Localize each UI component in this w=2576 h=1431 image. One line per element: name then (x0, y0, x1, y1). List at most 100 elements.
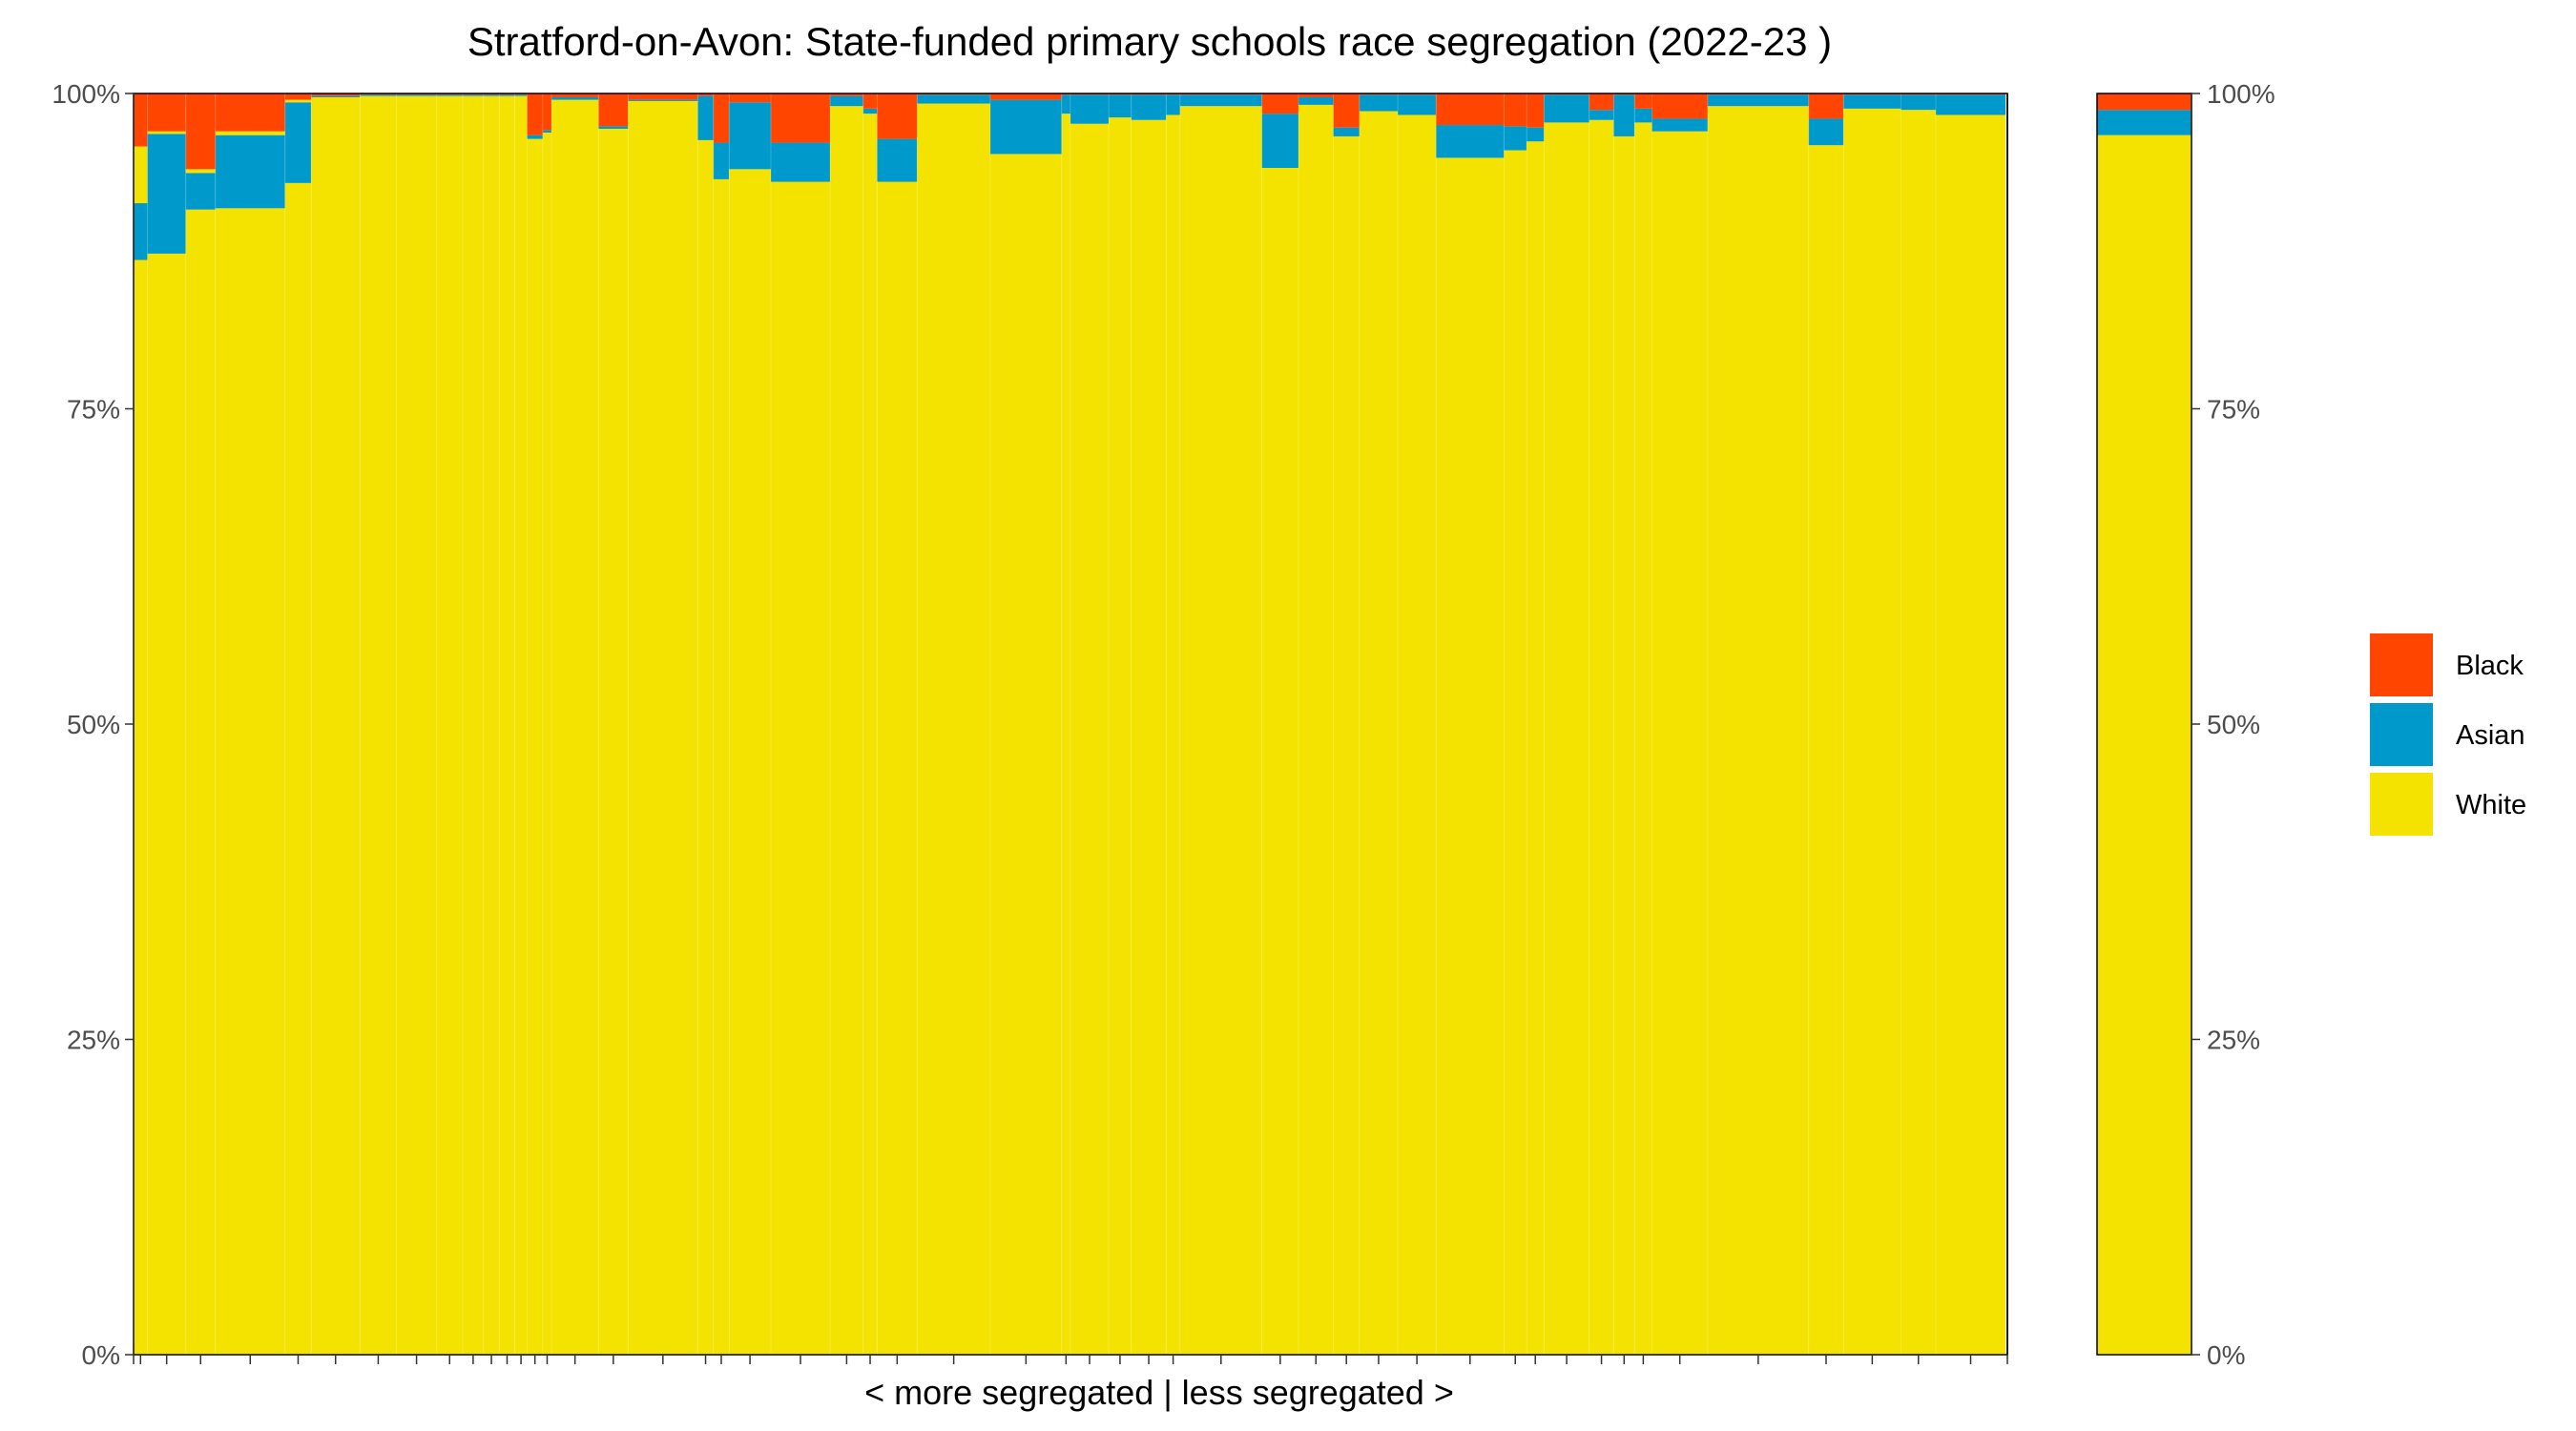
legend: Black Asian White (2370, 633, 2526, 836)
school-bar (542, 93, 552, 1356)
school-bar-black-segment (1333, 93, 1360, 128)
school-bar-black-segment (1298, 93, 1334, 97)
legend-item-asian: Asian (2370, 703, 2525, 766)
school-bar-asian-segment (436, 94, 463, 96)
school-bar-black-segment (628, 93, 698, 100)
school-bar-other-segment (134, 146, 148, 204)
school-bar-black-segment (598, 93, 629, 127)
school-bar-white-segment (1070, 123, 1110, 1356)
school-bar-asian-segment (1166, 94, 1180, 115)
school-bar-asian-segment (1504, 126, 1527, 151)
school-bar (989, 93, 1062, 1356)
school-bar-white-segment (499, 95, 515, 1355)
school-bar-black-segment (1634, 93, 1652, 109)
school-bar (1131, 93, 1167, 1355)
school-bar-white-segment (134, 259, 148, 1355)
school-bar-asian-segment (1131, 94, 1167, 120)
school-bar-asian-segment (877, 138, 918, 182)
school-bar (1707, 93, 1809, 1356)
school-bar-asian-segment (830, 95, 863, 107)
y-tick-label-right: 75% (2207, 395, 2260, 425)
school-bar (713, 93, 730, 1355)
school-bar-asian-segment (1398, 94, 1437, 115)
school-bar (728, 93, 771, 1355)
school-bar-white-segment (989, 154, 1062, 1356)
school-bar-white-segment (1398, 114, 1437, 1356)
school-bar (829, 93, 863, 1356)
school-bar-white-segment (147, 253, 186, 1355)
school-bar-asian-segment (551, 96, 599, 100)
y-tick-label-left: 0% (82, 1340, 120, 1370)
school-bar (1808, 93, 1844, 1356)
school-bar-black-segment (1504, 93, 1527, 127)
legend-label: Black (2456, 651, 2524, 681)
school-bar (396, 93, 437, 1355)
school-bar (133, 93, 148, 1355)
school-bar-black-segment (542, 93, 552, 131)
y-tick-label-left: 50% (67, 710, 120, 739)
school-bar-asian-segment (1936, 94, 2005, 115)
school-bar-white-segment (1634, 122, 1652, 1355)
school-bar-white-segment (396, 95, 437, 1355)
school-bar (514, 93, 528, 1355)
school-bar (551, 93, 599, 1356)
school-bar (1503, 93, 1527, 1356)
y-tick-label-right: 0% (2207, 1340, 2245, 1370)
school-bar-white-segment (551, 99, 599, 1356)
school-bar-other-segment (215, 131, 285, 135)
school-bar-black-segment (527, 93, 543, 135)
school-bar (1061, 93, 1070, 1355)
school-bar-black-segment (1808, 93, 1844, 119)
school-bar-black-segment (770, 93, 831, 143)
school-bar-white-segment (1527, 141, 1545, 1356)
school-bar (1333, 93, 1360, 1356)
school-bar-white-segment (436, 95, 463, 1355)
school-bar-asian-segment (1808, 118, 1844, 146)
legend-item-black: Black (2370, 633, 2524, 696)
school-bar-asian-segment (1707, 94, 1809, 107)
school-bar (1633, 93, 1652, 1355)
school-bar (1261, 93, 1299, 1355)
legend-item-white: White (2370, 773, 2526, 836)
school-bar-white-segment (1131, 119, 1167, 1355)
school-bar (1435, 93, 1505, 1355)
school-bar (1935, 93, 2005, 1356)
school-bar-black-segment (311, 93, 361, 96)
school-bar-white-segment (1298, 104, 1334, 1355)
school-bar-asian-segment (917, 94, 990, 104)
school-bar (462, 93, 484, 1355)
y-axis-left: 0% 25% 50% 75% 100% (52, 79, 135, 1370)
school-bar-white-segment (542, 132, 552, 1356)
school-bar-white-segment (1843, 108, 1901, 1356)
school-bar (627, 93, 698, 1355)
school-bar-asian-segment (1613, 94, 1635, 136)
school-bar (1612, 93, 1635, 1356)
school-bar (1652, 93, 1708, 1355)
school-bar-white-segment (1652, 131, 1708, 1355)
y-tick-label-right: 100% (2207, 79, 2275, 109)
school-bar-black-segment (1527, 93, 1545, 128)
school-bar-asian-segment (1843, 94, 1901, 109)
school-bar-black-segment (713, 93, 730, 143)
school-bar-white-segment (830, 106, 863, 1356)
school-bar (498, 93, 515, 1355)
school-bar-other-segment (185, 169, 216, 174)
x-axis-ticks (133, 1355, 2008, 1364)
school-bar (1165, 93, 1180, 1356)
school-bar-asian-segment (1589, 110, 1614, 120)
y-tick-label-left: 100% (52, 79, 120, 109)
school-bar-white-segment (1808, 145, 1844, 1356)
y-tick-label-left: 25% (67, 1026, 120, 1055)
school-bar-black-segment (1261, 93, 1299, 114)
school-bar-white-segment (697, 139, 714, 1355)
school-bar-white-segment (483, 95, 500, 1355)
school-bar (1543, 93, 1589, 1355)
legend-swatch (2370, 703, 2433, 766)
school-bar-white-segment (1707, 106, 1809, 1356)
school-bar-asian-segment (1527, 127, 1545, 142)
school-bar-asian-segment (1109, 94, 1132, 118)
school-bar (876, 93, 918, 1355)
school-bar-asian-segment (462, 94, 484, 96)
overall-bar-black-segment (2097, 93, 2192, 111)
school-bar (916, 93, 990, 1356)
